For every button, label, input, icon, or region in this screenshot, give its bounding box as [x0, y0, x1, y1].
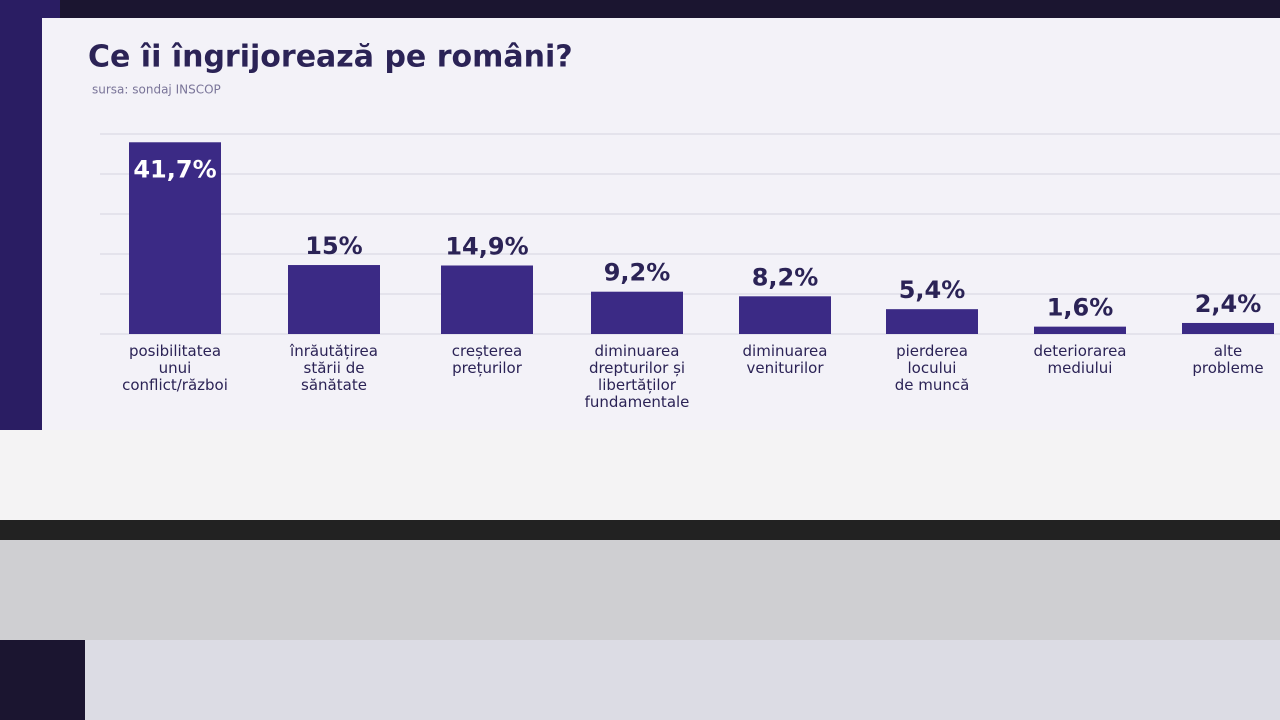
category-label: diminuarea drepturilor și libertăților f… — [584, 342, 690, 411]
bar — [739, 296, 831, 334]
category-label: pierderea locului de muncă — [894, 342, 970, 394]
bar — [129, 142, 221, 334]
chart-subtitle: sursa: sondaj INSCOP — [92, 83, 221, 97]
value-label: 5,4% — [899, 276, 966, 304]
bar — [1034, 326, 1126, 334]
value-label: 2,4% — [1195, 290, 1262, 318]
reflection — [85, 640, 1280, 720]
chart-title: Ce îi îngrijorează pe români? — [88, 40, 573, 75]
wall — [0, 430, 1280, 520]
value-label: 14,9% — [445, 232, 528, 260]
value-label: 9,2% — [604, 259, 671, 287]
category-label: creșterea prețurilor — [451, 342, 523, 377]
value-label: 41,7% — [133, 155, 216, 183]
value-label: 15% — [305, 232, 362, 260]
floor — [0, 540, 1280, 640]
category-label: alte probleme — [1192, 342, 1264, 377]
bar — [441, 265, 533, 334]
category-label: diminuarea veniturilor — [742, 342, 828, 377]
value-label: 1,6% — [1047, 294, 1114, 322]
bar — [591, 291, 683, 334]
screen — [42, 18, 1280, 430]
value-label: 8,2% — [752, 263, 819, 291]
category-label: înrăutățirea stării de sănătate — [290, 342, 378, 394]
bar — [288, 265, 380, 334]
bar — [1182, 322, 1274, 334]
bar — [886, 309, 978, 334]
category-label: posibilitatea unui conflict/război — [122, 342, 228, 394]
ledge — [0, 520, 1280, 540]
category-label: deteriorarea mediului — [1033, 342, 1127, 377]
